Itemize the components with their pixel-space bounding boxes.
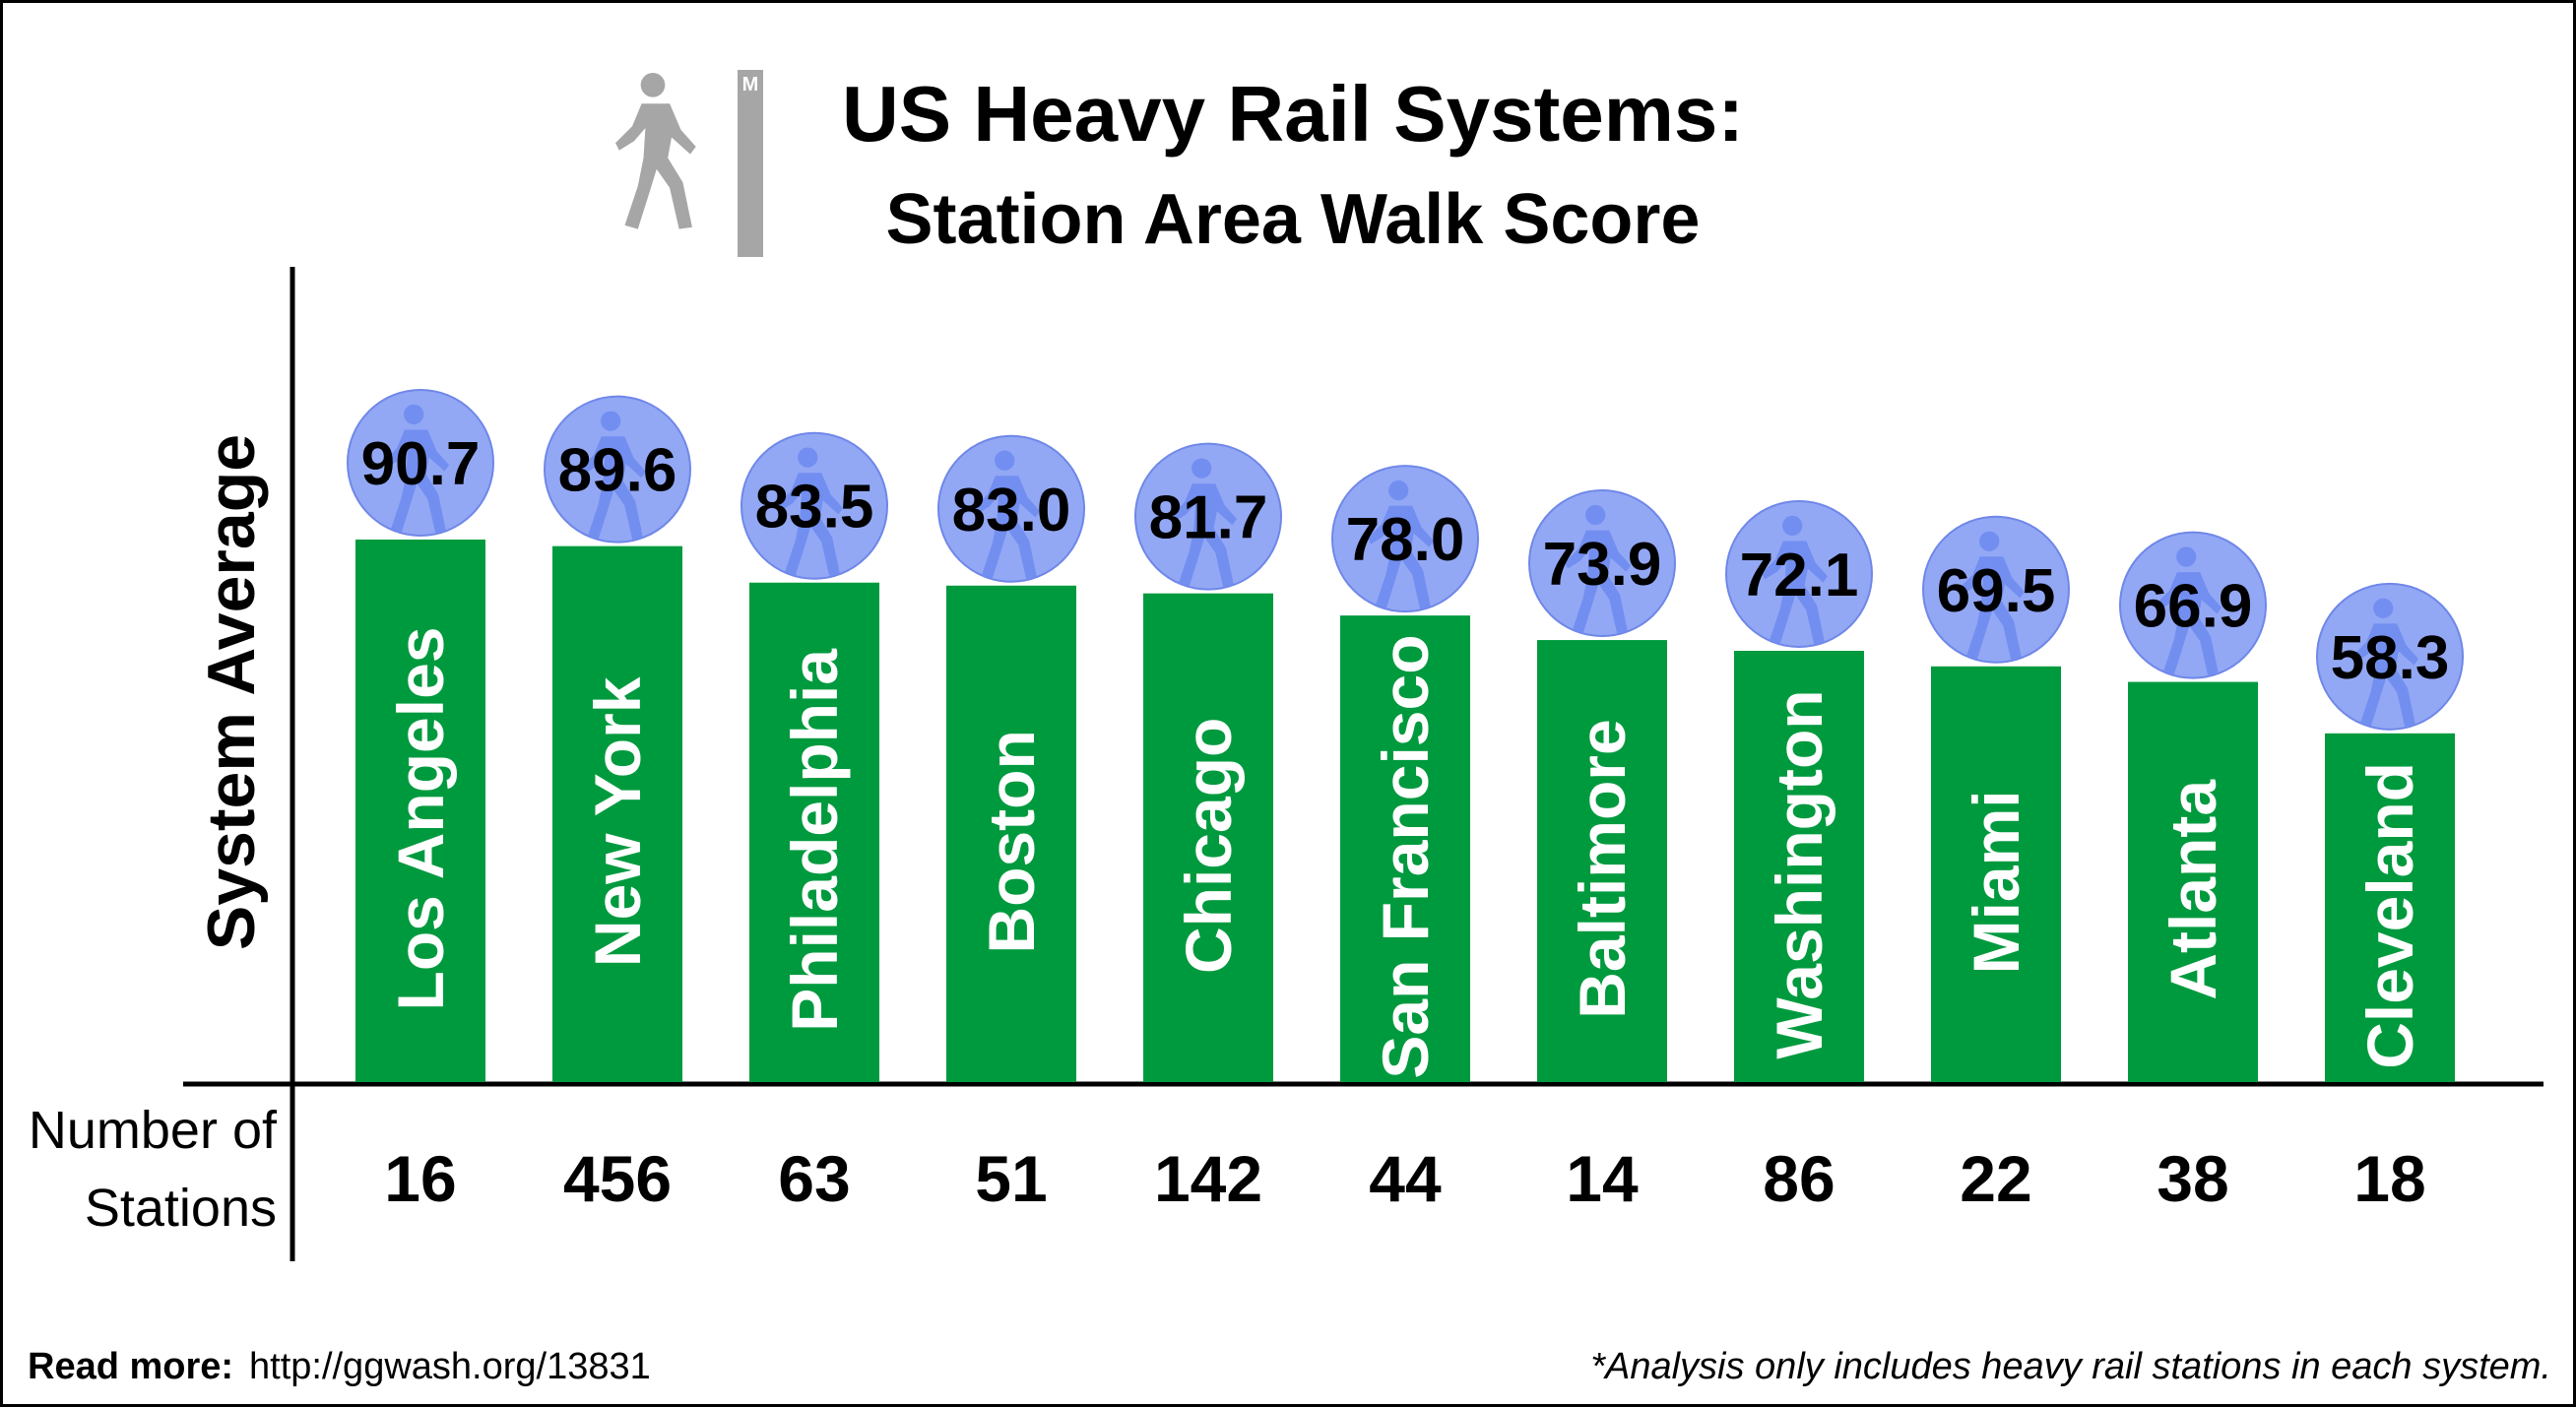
- station-count-washington: 86: [1763, 1142, 1835, 1215]
- y-axis-title: System Average: [194, 434, 269, 950]
- bar-baltimore: [1537, 640, 1667, 1082]
- footer-note: *Analysis only includes heavy rail stati…: [1590, 1346, 2551, 1387]
- bubbles-layer: 90.7 89.6 83.5 83.0 81.7 78.0 73.9 72.1 69.5 66.9…: [347, 388, 2464, 731]
- station-count-miami: 22: [1960, 1142, 2031, 1215]
- bar-chicago: [1143, 593, 1273, 1082]
- value-label-boston: 83.0: [952, 477, 1071, 544]
- bar-new-york: [552, 545, 682, 1082]
- metro-logo-letter: M: [742, 74, 759, 96]
- station-count-los-angeles: 16: [384, 1142, 456, 1215]
- title-icon-group: M: [615, 70, 763, 257]
- station-count-atlanta: 38: [2157, 1142, 2228, 1215]
- station-count-philadelphia: 63: [778, 1142, 850, 1215]
- bar-atlanta: [2128, 681, 2258, 1082]
- score-bubble-cleveland: 58.3: [2316, 582, 2464, 731]
- value-label-los-angeles: 90.7: [361, 430, 481, 498]
- value-label-cleveland: 58.3: [2331, 624, 2450, 692]
- station-count-san-francisco: 44: [1369, 1142, 1442, 1215]
- bar-san-francisco: [1340, 615, 1470, 1082]
- score-bubble-philadelphia: 83.5: [741, 431, 888, 580]
- bar-los-angeles: [355, 539, 485, 1082]
- table-row-label-line2: Stations: [85, 1179, 277, 1238]
- station-count-boston: 51: [975, 1142, 1047, 1215]
- value-label-philadelphia: 83.5: [755, 474, 874, 542]
- bar-label-cleveland: Cleveland: [2353, 762, 2426, 1069]
- score-bubble-boston: 83.0: [937, 434, 1085, 583]
- read-more-label: Read more:: [28, 1346, 233, 1387]
- bar-boston: [946, 585, 1076, 1082]
- station-count-cleveland: 18: [2353, 1142, 2425, 1215]
- score-bubble-washington: 72.1: [1725, 499, 1873, 648]
- score-bubble-new-york: 89.6: [544, 395, 691, 544]
- bar-label-san-francisco: San Francisco: [1369, 634, 1442, 1078]
- metro-pylon-icon: M: [738, 70, 763, 257]
- value-label-miami: 69.5: [1937, 557, 2056, 625]
- value-label-new-york: 89.6: [558, 437, 677, 505]
- score-bubble-atlanta: 66.9: [2119, 531, 2267, 679]
- score-bubble-los-angeles: 90.7: [347, 388, 494, 537]
- value-label-chicago: 81.7: [1149, 484, 1268, 552]
- station-count-new-york: 456: [563, 1142, 672, 1215]
- score-bubble-miami: 69.5: [1922, 515, 2070, 664]
- chart-subtitle: Station Area Walk Score: [886, 180, 1701, 259]
- chart-title: US Heavy Rail Systems:: [842, 70, 1744, 158]
- footer-url[interactable]: http://ggwash.org/13831: [249, 1346, 651, 1387]
- station-count-baltimore: 14: [1566, 1142, 1639, 1215]
- score-bubble-chicago: 81.7: [1134, 442, 1282, 591]
- bar-label-chicago: Chicago: [1172, 718, 1245, 974]
- station-counts-layer: 16 456 63 51 142 44 14 86 22 38 18: [384, 1142, 2425, 1215]
- bars-layer: Los Angeles New York Philadelphia Boston Chi…: [355, 539, 2455, 1082]
- bar-label-boston: Boston: [975, 730, 1048, 953]
- bar-label-los-angeles: Los Angeles: [384, 627, 457, 1011]
- value-label-atlanta: 66.9: [2134, 573, 2253, 641]
- bar-washington: [1734, 650, 1864, 1082]
- bar-miami: [1931, 666, 2061, 1082]
- value-label-baltimore: 73.9: [1543, 531, 1662, 599]
- score-bubble-baltimore: 73.9: [1528, 489, 1676, 638]
- value-label-washington: 72.1: [1740, 542, 1859, 609]
- bar-label-atlanta: Atlanta: [2157, 779, 2229, 1000]
- bar-label-new-york: New York: [581, 676, 654, 967]
- bar-label-baltimore: Baltimore: [1566, 719, 1639, 1018]
- bar-label-philadelphia: Philadelphia: [778, 648, 851, 1032]
- bar-philadelphia: [749, 582, 879, 1082]
- value-label-san-francisco: 78.0: [1346, 506, 1465, 574]
- footer-read-more: Read more:: [28, 1346, 233, 1387]
- bar-label-miami: Miami: [1960, 790, 2032, 974]
- table-row-label-line1: Number of: [29, 1101, 278, 1160]
- bar-cleveland: [2325, 733, 2455, 1082]
- score-bubble-san-francisco: 78.0: [1331, 465, 1479, 613]
- pedestrian-icon: [615, 72, 696, 229]
- station-count-chicago: 142: [1154, 1142, 1262, 1215]
- chart-canvas: M US Heavy Rail Systems: Station Area Wa…: [28, 70, 2551, 1387]
- bar-label-washington: Washington: [1763, 689, 1835, 1058]
